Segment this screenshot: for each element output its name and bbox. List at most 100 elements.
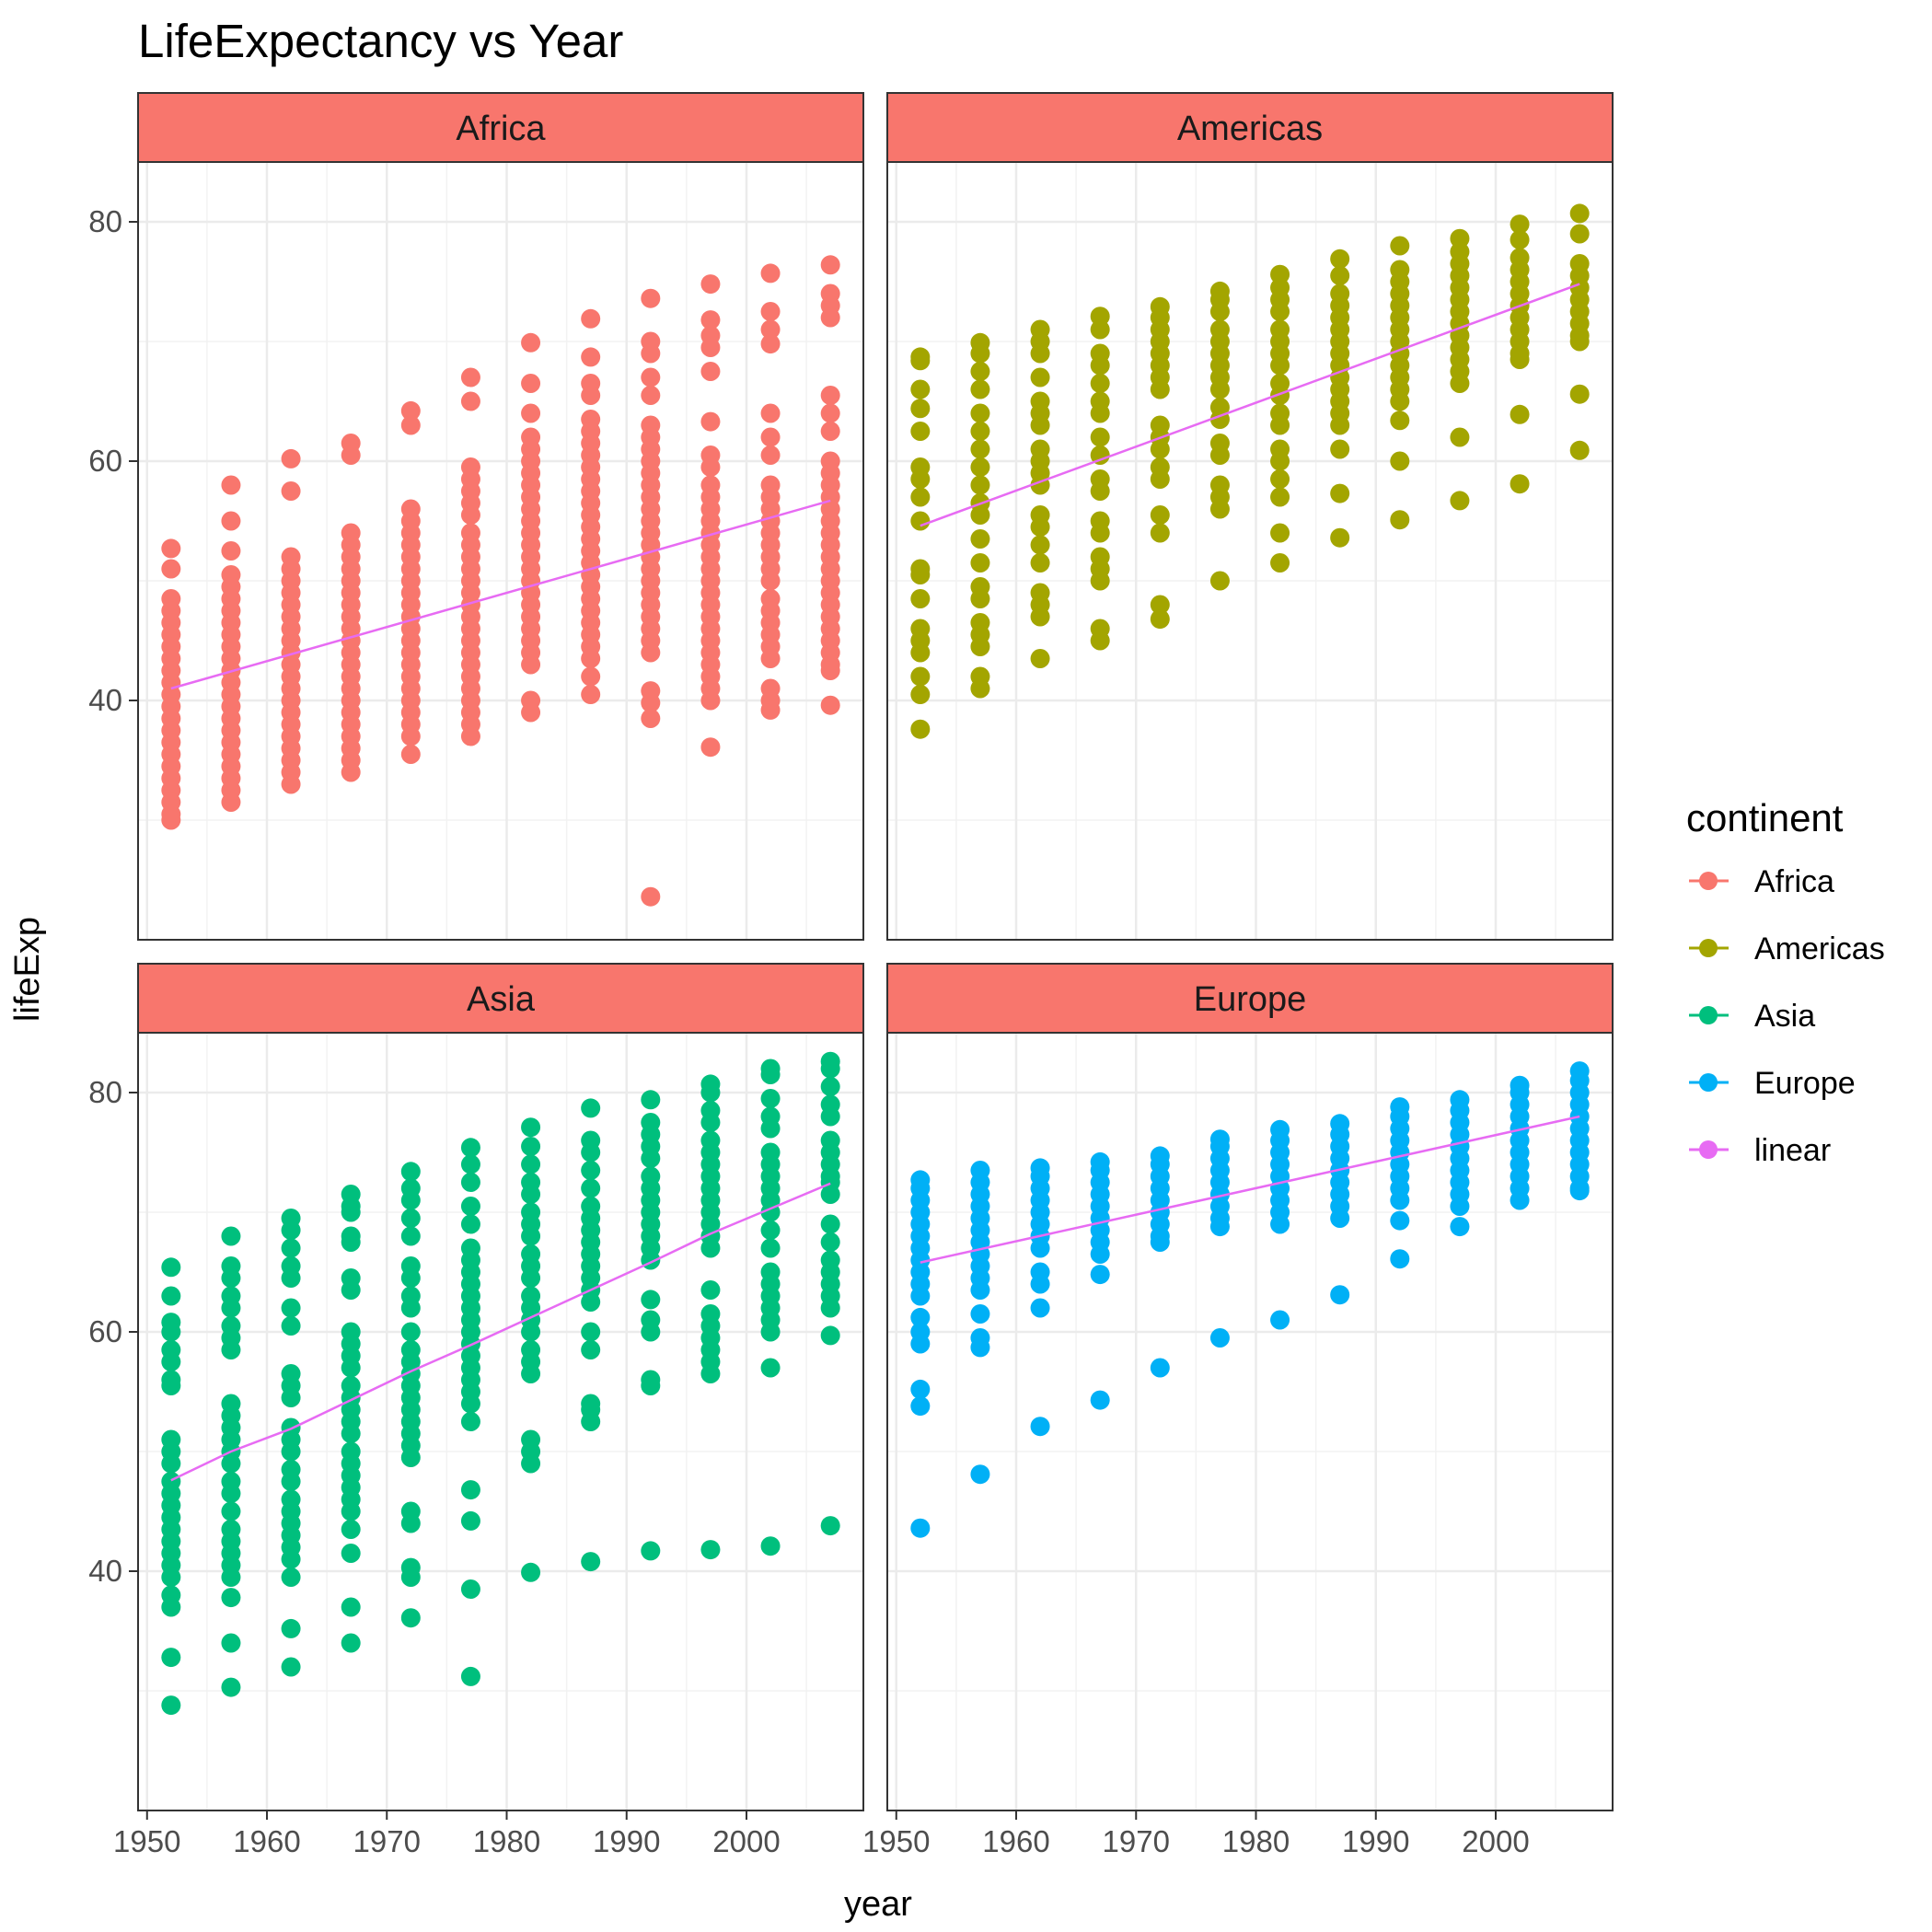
data-point: [1330, 527, 1350, 548]
y-tick-label: 80: [88, 1075, 122, 1109]
data-point: [760, 1536, 781, 1556]
data-point: [161, 559, 181, 579]
panel-background-europe: [887, 1033, 1613, 1811]
strip-label-europe: Europe: [1194, 980, 1307, 1019]
legend: continent Africa Americas Asia Europe linear: [1686, 796, 1885, 1168]
data-point: [161, 1322, 181, 1342]
panel-background-asia: [138, 1033, 863, 1811]
data-point: [1090, 523, 1110, 543]
data-point: [760, 445, 781, 465]
data-point: [1090, 403, 1110, 423]
legend-entry-europe: Europe: [1689, 1066, 1856, 1101]
data-point: [1209, 302, 1230, 321]
x-tick-label: 1950: [113, 1824, 180, 1858]
data-point: [641, 1149, 661, 1168]
legend-label: Europe: [1754, 1066, 1856, 1101]
data-point: [700, 690, 721, 711]
x-tick-label: 1990: [593, 1824, 660, 1858]
data-point: [641, 709, 661, 728]
data-point: [760, 700, 781, 720]
y-tick-label: 60: [88, 1314, 122, 1348]
data-point: [221, 792, 241, 812]
data-point: [221, 1453, 241, 1474]
data-point: [341, 1520, 361, 1539]
data-point: [281, 1388, 301, 1407]
data-point: [221, 475, 241, 495]
data-point: [1090, 1265, 1110, 1285]
strip-label-asia: Asia: [467, 980, 536, 1019]
legend-key-point: [1699, 872, 1718, 890]
x-tick-label: 2000: [712, 1824, 780, 1858]
data-point: [700, 411, 721, 432]
data-point: [970, 637, 990, 656]
data-point: [1209, 1328, 1230, 1348]
data-point: [161, 1453, 181, 1474]
data-point: [700, 1082, 721, 1103]
data-point: [161, 1257, 181, 1278]
legend-entry-asia: Asia: [1689, 999, 1815, 1034]
x-tick-label: 1970: [353, 1824, 421, 1858]
legend-title: continent: [1686, 796, 1844, 839]
y-tick-label: 60: [88, 444, 122, 478]
data-point: [400, 1162, 421, 1182]
data-point: [760, 403, 781, 423]
data-point: [581, 1178, 601, 1198]
data-point: [460, 505, 480, 525]
data-point: [400, 1513, 421, 1533]
data-point: [221, 1268, 241, 1288]
data-point: [700, 362, 721, 381]
data-point: [700, 737, 721, 758]
data-point: [970, 362, 990, 381]
data-point: [1569, 1181, 1590, 1201]
chart-title: LifeExpectancy vs Year: [138, 15, 623, 67]
data-point: [1090, 355, 1110, 376]
data-point: [1090, 571, 1110, 591]
data-point: [820, 1298, 840, 1318]
data-point: [1150, 1358, 1170, 1378]
data-point: [400, 1190, 421, 1210]
data-point: [820, 403, 840, 423]
data-point: [760, 319, 781, 340]
data-point: [581, 1340, 601, 1359]
data-point: [820, 1106, 840, 1127]
data-point: [521, 1226, 541, 1246]
data-point: [400, 400, 421, 421]
data-point: [970, 589, 990, 608]
data-point: [1330, 249, 1350, 269]
data-point: [760, 649, 781, 668]
data-point: [341, 1544, 361, 1563]
data-point: [341, 1597, 361, 1617]
data-point: [161, 810, 181, 830]
data-point: [221, 1588, 241, 1608]
data-point: [1150, 609, 1170, 630]
data-point: [1270, 415, 1290, 435]
data-point: [400, 745, 421, 764]
data-point: [281, 481, 301, 501]
data-point: [460, 1173, 480, 1192]
data-point: [221, 1484, 241, 1503]
data-point: [221, 1340, 241, 1359]
data-point: [700, 1113, 721, 1132]
data-point: [1569, 440, 1590, 460]
data-point: [641, 288, 661, 308]
data-point: [970, 1280, 990, 1300]
data-point: [1270, 553, 1290, 573]
data-point: [581, 1098, 601, 1118]
legend-entry-linear: linear: [1689, 1133, 1831, 1168]
data-point: [581, 685, 601, 704]
data-point: [460, 1579, 480, 1599]
x-tick-label: 2000: [1462, 1824, 1529, 1858]
data-point: [281, 1268, 301, 1288]
data-point: [1150, 379, 1170, 399]
data-point: [910, 1379, 931, 1399]
data-point: [161, 1376, 181, 1395]
data-point: [1030, 649, 1050, 668]
data-point: [1090, 445, 1110, 465]
data-point: [970, 1304, 990, 1324]
data-point: [581, 1292, 601, 1312]
data-point: [1330, 483, 1350, 503]
data-point: [910, 1518, 931, 1538]
data-point: [521, 654, 541, 675]
x-tick-label: 1970: [1103, 1824, 1170, 1858]
data-point: [641, 886, 661, 907]
